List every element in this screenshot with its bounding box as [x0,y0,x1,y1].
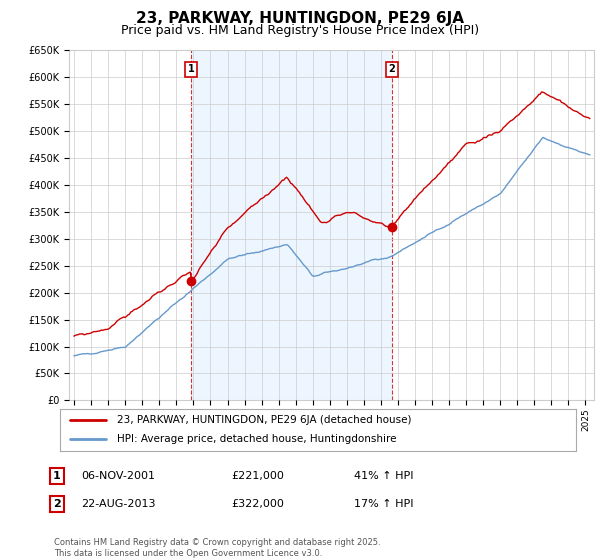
Text: 41% ↑ HPI: 41% ↑ HPI [354,471,413,481]
Text: Price paid vs. HM Land Registry's House Price Index (HPI): Price paid vs. HM Land Registry's House … [121,24,479,36]
Text: HPI: Average price, detached house, Huntingdonshire: HPI: Average price, detached house, Hunt… [117,435,396,445]
Text: 23, PARKWAY, HUNTINGDON, PE29 6JA (detached house): 23, PARKWAY, HUNTINGDON, PE29 6JA (detac… [117,415,411,425]
Text: 23, PARKWAY, HUNTINGDON, PE29 6JA: 23, PARKWAY, HUNTINGDON, PE29 6JA [136,11,464,26]
Text: 1: 1 [53,471,61,481]
Text: Contains HM Land Registry data © Crown copyright and database right 2025.
This d: Contains HM Land Registry data © Crown c… [54,538,380,558]
Text: 17% ↑ HPI: 17% ↑ HPI [354,499,413,509]
Text: 1: 1 [187,64,194,74]
Text: £322,000: £322,000 [231,499,284,509]
Text: 2: 2 [389,64,395,74]
Text: £221,000: £221,000 [231,471,284,481]
Bar [191,50,392,400]
Text: 06-NOV-2001: 06-NOV-2001 [81,471,155,481]
Text: 22-AUG-2013: 22-AUG-2013 [81,499,155,509]
Text: 2: 2 [53,499,61,509]
